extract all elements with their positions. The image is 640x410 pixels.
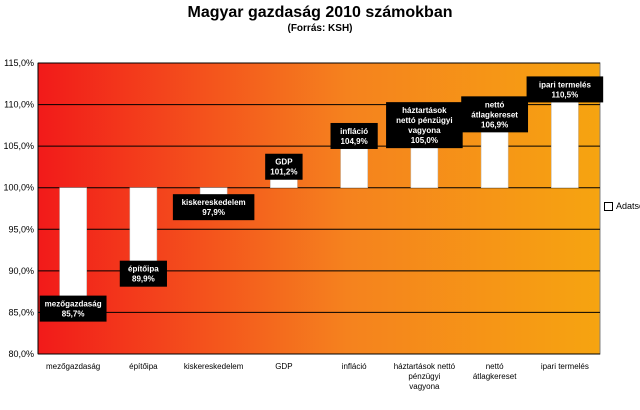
x-tick-label: infláció xyxy=(342,362,367,371)
bar xyxy=(551,100,579,188)
bar xyxy=(59,187,87,307)
y-tick-label: 85,0% xyxy=(8,307,34,317)
data-label-text: háztartások nettó pénzügyi vagyona 105,0% xyxy=(396,106,452,145)
y-tick-label: 95,0% xyxy=(8,224,34,234)
legend-label: Adatsor1 xyxy=(616,201,640,211)
x-tick-label: nettó átlagkereset xyxy=(473,362,517,381)
data-label-text: infláció 104,9% xyxy=(340,127,368,146)
y-tick-label: 115,0% xyxy=(4,58,34,68)
data-label-text: kiskereskedelem 97,9% xyxy=(182,198,246,217)
data-label: ipari termelés 110,5% xyxy=(526,76,604,103)
y-tick-label: 110,0% xyxy=(4,100,34,110)
x-tick-label: építőipa xyxy=(129,362,158,371)
data-label-text: mezőgazdaság 85,7% xyxy=(45,300,102,319)
bar xyxy=(410,145,439,188)
chart-subtitle: (Forrás: KSH) xyxy=(287,23,353,34)
bar xyxy=(129,187,158,272)
legend-swatch xyxy=(604,202,613,212)
data-label-box xyxy=(265,153,303,180)
chart-title: Magyar gazdaság 2010 számokban xyxy=(187,4,453,21)
data-label-box xyxy=(526,76,604,103)
data-label: GDP 101,2% xyxy=(265,153,303,180)
y-tick-label: 90,0% xyxy=(8,266,34,276)
data-label-text: építőipa 89,9% xyxy=(128,265,159,284)
x-tick-label: kiskereskedelem xyxy=(184,362,244,371)
data-label-text: ipari termelés 110,5% xyxy=(539,80,592,99)
y-tick-label: 80,0% xyxy=(8,349,34,359)
legend: Adatsor1 xyxy=(604,201,640,212)
x-tick-label: ipari termelés xyxy=(541,362,589,371)
data-label-box xyxy=(461,96,529,133)
data-label-text: nettó átlagkereset 106,9% xyxy=(471,100,518,129)
data-label: építőipa 89,9% xyxy=(119,260,167,287)
data-label-text: GDP 101,2% xyxy=(270,158,297,177)
data-label-box xyxy=(386,102,463,149)
x-tick-label: mezőgazdaság xyxy=(46,362,100,371)
x-tick-label: GDP xyxy=(275,362,292,371)
data-label-box xyxy=(119,260,167,287)
data-label: háztartások nettó pénzügyi vagyona 105,0% xyxy=(386,102,463,149)
x-tick-label: háztartások nettó pénzügyi vagyona xyxy=(394,362,456,391)
bar xyxy=(340,146,368,188)
data-label: kiskereskedelem 97,9% xyxy=(172,194,255,221)
data-label: nettó átlagkereset 106,9% xyxy=(461,96,529,133)
y-tick-label: 100,0% xyxy=(3,183,34,193)
y-tick-label: 105,0% xyxy=(3,141,34,151)
data-label: infláció 104,9% xyxy=(330,122,378,149)
data-label-box xyxy=(330,122,378,149)
data-label: mezőgazdaság 85,7% xyxy=(39,295,107,322)
bar xyxy=(480,130,509,188)
data-label-box xyxy=(39,295,107,322)
data-label-box xyxy=(172,194,255,221)
